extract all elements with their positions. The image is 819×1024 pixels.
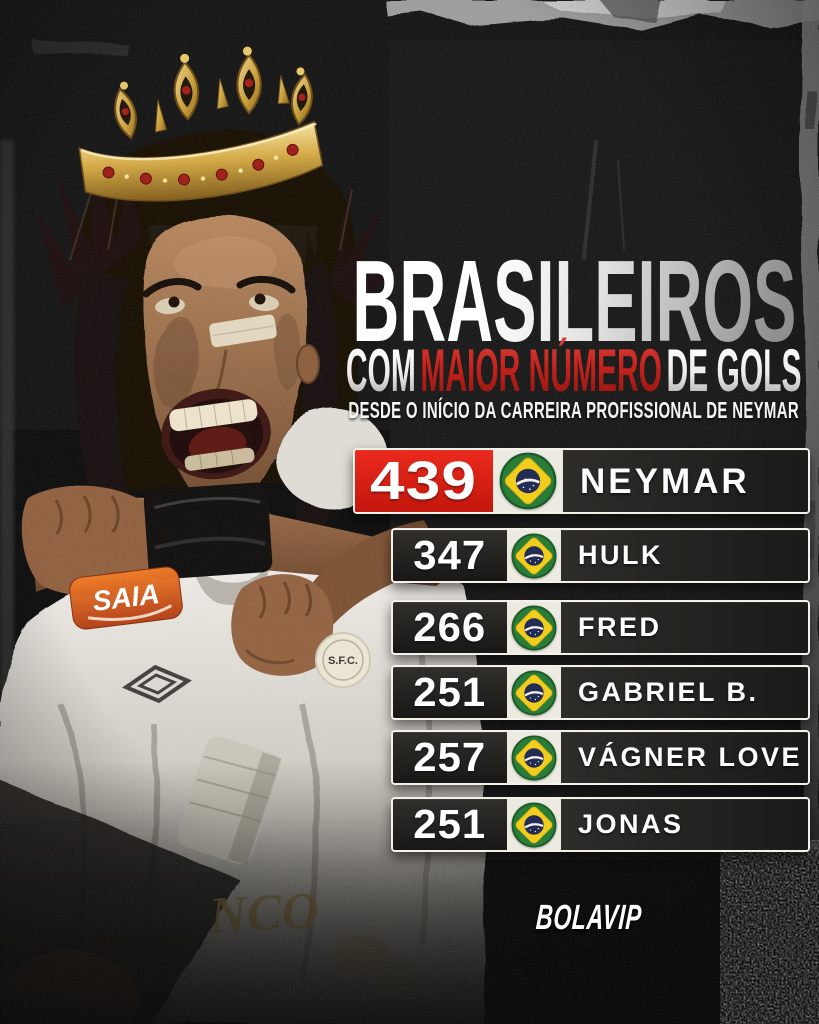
player-cell: FRED bbox=[561, 602, 808, 653]
goals-cell: 251 bbox=[393, 799, 507, 850]
player-name: JONAS bbox=[578, 809, 684, 839]
goals-cell: 251 bbox=[393, 667, 507, 718]
goals-cell: 439 bbox=[355, 450, 493, 512]
goals-count: 251 bbox=[413, 801, 487, 847]
player-name: HULK bbox=[578, 540, 663, 570]
goals-count: 347 bbox=[413, 532, 487, 578]
goals-cell: 266 bbox=[393, 602, 507, 653]
flag-cell bbox=[507, 667, 561, 718]
flag-cell bbox=[507, 602, 561, 653]
ranking-row: 439 NEYMAR bbox=[353, 448, 810, 514]
player-cell: GABRIEL B. bbox=[561, 667, 808, 718]
goals-count: 257 bbox=[413, 734, 487, 780]
player-name: NEYMAR bbox=[580, 461, 750, 501]
brazil-flag-icon bbox=[499, 452, 557, 510]
flag-cell bbox=[493, 450, 563, 512]
brazil-flag-icon bbox=[511, 735, 557, 781]
bolavip-logo: BOLAVIP bbox=[534, 898, 644, 937]
player-cell: HULK bbox=[561, 530, 808, 581]
player-name: VÁGNER LOVE bbox=[578, 742, 803, 772]
brazil-flag-icon bbox=[511, 670, 557, 716]
goals-count: 251 bbox=[413, 669, 487, 715]
goals-cell: 347 bbox=[393, 530, 507, 581]
footer-brand: BOLAVIP bbox=[479, 898, 699, 937]
brazil-flag-icon bbox=[511, 533, 557, 579]
ranking-row: 251 GABRIEL B. bbox=[391, 665, 810, 720]
player-name: FRED bbox=[578, 612, 662, 642]
player-cell: NEYMAR bbox=[563, 450, 808, 512]
player-cell: VÁGNER LOVE bbox=[561, 732, 808, 783]
ranking-row: 251 JONAS bbox=[391, 797, 810, 852]
goals-cell: 257 bbox=[393, 732, 507, 783]
ranking-row: 266 FRED bbox=[391, 600, 810, 655]
player-name: GABRIEL B. bbox=[578, 677, 759, 707]
ranking-row: 347 HULK bbox=[391, 528, 810, 583]
player-cell: JONAS bbox=[561, 799, 808, 850]
flag-cell bbox=[507, 732, 561, 783]
goals-count: 439 bbox=[370, 451, 478, 511]
flag-cell bbox=[507, 799, 561, 850]
goals-count: 266 bbox=[413, 604, 487, 650]
brazil-flag-icon bbox=[511, 605, 557, 651]
flag-cell bbox=[507, 530, 561, 581]
brazil-flag-icon bbox=[511, 802, 557, 848]
ranking-row: 257 VÁGNER LOVE bbox=[391, 730, 810, 785]
